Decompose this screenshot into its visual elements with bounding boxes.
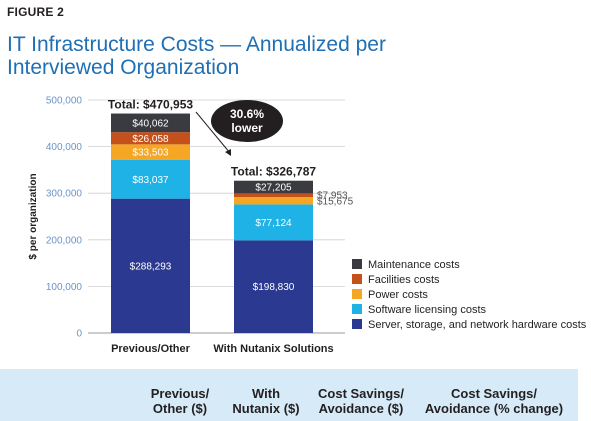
y-tick-label: 500,000 xyxy=(46,96,83,107)
table-header: Previous/ Other ($) With Nutanix ($) Cos… xyxy=(0,369,578,421)
annotation-arrowhead xyxy=(225,149,231,156)
header-line: Cost Savings/ xyxy=(451,386,537,401)
x-tick-label: With Nutanix Solutions xyxy=(213,343,333,355)
y-tick-label: 0 xyxy=(76,329,82,340)
data-label: $198,830 xyxy=(253,282,295,293)
annotation: 30.6%lower xyxy=(195,100,283,156)
chart-title: IT Infrastructure Costs — Annualized per… xyxy=(7,33,386,79)
bar-segment xyxy=(111,144,190,160)
y-tick-label: 300,000 xyxy=(46,189,83,200)
legend-swatch xyxy=(352,319,362,329)
legend-label: Software licensing costs xyxy=(368,304,486,316)
bar-segment xyxy=(111,132,190,145)
annotation-arrow-line xyxy=(195,111,231,154)
legend-swatch xyxy=(352,259,362,269)
legend-swatch xyxy=(352,289,362,299)
bar-segment xyxy=(111,113,190,133)
bar-segment xyxy=(111,198,190,333)
data-label: $26,058 xyxy=(132,134,169,145)
data-label: $83,037 xyxy=(132,175,169,186)
legend-label: Power costs xyxy=(368,289,428,301)
bar-segment xyxy=(234,204,313,241)
data-label: $288,293 xyxy=(130,261,172,272)
header-line: Previous/ xyxy=(150,386,210,401)
table-header-previous-other: Previous/ Other ($) xyxy=(140,386,220,416)
header-line: Avoidance (% change) xyxy=(424,401,564,416)
table-header-cost-savings-dollars: Cost Savings/ Avoidance ($) xyxy=(310,386,412,416)
legend-swatch xyxy=(352,274,362,284)
header-line: Other ($) xyxy=(152,401,208,416)
legend-swatch xyxy=(352,304,362,314)
data-label: $77,124 xyxy=(255,218,292,229)
data-label: $33,503 xyxy=(132,148,169,159)
table-header-cost-savings-percent: Cost Savings/ Avoidance (% change) xyxy=(414,386,574,416)
annotation-text: 30.6% xyxy=(230,107,264,121)
bar-segment xyxy=(234,193,313,198)
legend: Maintenance costs Facilities costs Power c… xyxy=(352,259,587,331)
total-label: Total: $470,953 xyxy=(108,98,193,112)
annotation-text: lower xyxy=(231,121,263,135)
table-header-with-nutanix: With Nutanix ($) xyxy=(224,386,308,416)
data-label: $7,953 xyxy=(317,191,348,202)
header-line: Nutanix ($) xyxy=(232,401,300,416)
legend-label: Server, storage, and network hardware co… xyxy=(368,319,587,331)
legend-label: Maintenance costs xyxy=(368,259,460,271)
header-line: With xyxy=(251,386,281,401)
annotation-bubble xyxy=(211,100,283,142)
stacked-bar-chart: 0 100,000 200,000 300,000 400,000 500,000 $ pe… xyxy=(28,96,587,356)
bar-segment xyxy=(234,180,313,194)
y-tick-label: 400,000 xyxy=(46,142,83,153)
data-label: $15,675 xyxy=(317,196,354,207)
data-label: $27,205 xyxy=(255,183,292,194)
bar-segment xyxy=(234,240,313,333)
y-axis-label: $ per organization xyxy=(28,173,39,259)
header-line: Cost Savings/ xyxy=(318,386,404,401)
bars xyxy=(111,113,313,333)
x-tick-label: Previous/Other xyxy=(111,343,191,355)
data-labels: $288,293 $83,037 $33,503 $26,058 $40,062 Tota… xyxy=(108,98,354,355)
bar-segment xyxy=(234,197,313,205)
figure-label: FIGURE 2 xyxy=(7,5,64,19)
total-label: Total: $326,787 xyxy=(231,165,316,179)
header-line: Avoidance ($) xyxy=(318,401,404,416)
y-tick-label: 100,000 xyxy=(46,282,83,293)
y-tick-label: 200,000 xyxy=(46,235,83,246)
bar-segment xyxy=(111,159,190,199)
legend-label: Facilities costs xyxy=(368,274,440,286)
data-label: $40,062 xyxy=(132,118,169,129)
